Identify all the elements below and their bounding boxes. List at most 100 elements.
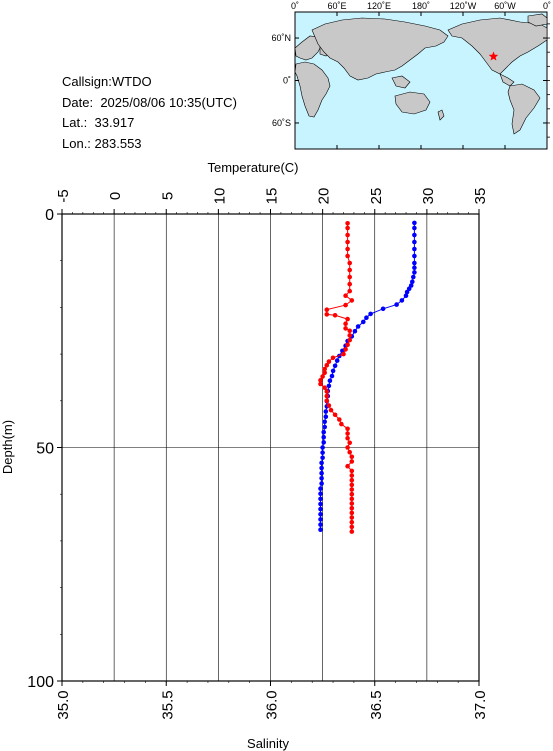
- salinity-tick-label: 37.0: [472, 690, 489, 719]
- depth-tick-label: 50: [36, 441, 54, 458]
- map-lon-label: 0˚: [291, 1, 299, 11]
- temperature-point: [319, 481, 324, 486]
- station-info: Callsign:WTDO Date: 2025/08/06 10:35(UTC…: [62, 72, 237, 154]
- salinity-point: [349, 491, 355, 497]
- salinity-tick-label: 35.5: [159, 690, 176, 719]
- salinity-point: [347, 267, 353, 273]
- callsign-label: Callsign:: [62, 74, 112, 89]
- salinity-point: [349, 501, 355, 506]
- temperature-point: [404, 289, 410, 295]
- temperature-point: [319, 476, 324, 481]
- map-lon-label: 60˚E: [327, 1, 346, 11]
- salinity-point: [324, 389, 330, 394]
- salinity-point: [343, 326, 348, 331]
- salinity-point: [322, 370, 328, 376]
- salinity-point: [337, 417, 342, 422]
- temperature-point: [410, 279, 415, 285]
- temperature-point: [318, 501, 323, 507]
- salinity-point: [345, 445, 350, 450]
- salinity-point: [343, 302, 348, 308]
- temperature-point: [364, 315, 369, 321]
- temperature-point: [412, 225, 417, 231]
- temperature-point: [320, 450, 325, 455]
- salinity-point: [349, 519, 355, 525]
- salinity-point: [324, 393, 330, 399]
- salinity-point: [349, 459, 355, 464]
- temperature-point: [412, 232, 417, 238]
- salinity-point: [326, 403, 332, 408]
- temperature-point: [337, 353, 342, 359]
- temperature-point: [334, 358, 340, 363]
- depth-axis: 0 50 100: [27, 207, 62, 691]
- plot-frame: [61, 213, 480, 682]
- salinity-point: [349, 477, 355, 483]
- temperature-line: [320, 222, 415, 530]
- temperature-point: [368, 311, 373, 317]
- temperature-point: [408, 283, 414, 288]
- temperature-point: [319, 465, 324, 471]
- salinity-series: [318, 221, 355, 534]
- salinity-point: [332, 412, 338, 418]
- salinity-point: [345, 431, 350, 436]
- temperature-point: [394, 302, 399, 307]
- salinity-point: [349, 515, 355, 520]
- temperature-point: [349, 334, 355, 339]
- salinity-point: [347, 440, 353, 446]
- lat-row: Lat.: 33.917: [62, 113, 237, 134]
- salinity-point: [324, 398, 330, 404]
- salinity-point: [318, 381, 323, 387]
- temperature-point: [406, 286, 412, 292]
- temperature-point: [320, 445, 325, 450]
- salinity-point: [332, 313, 338, 318]
- temperature-point: [321, 434, 327, 440]
- map-labels: 0˚ 60˚E 120˚E 180˚ 120˚W 60˚W 0˚ 60˚N 0˚ 60˚S: [271, 1, 551, 128]
- temperature-point: [326, 383, 332, 389]
- temperature-point: [412, 270, 417, 275]
- salinity-point: [347, 449, 353, 455]
- salinity-point: [341, 351, 346, 357]
- map-lon-label: 180˚: [412, 1, 430, 11]
- salinity-point: [345, 221, 350, 226]
- temperature-point: [412, 239, 417, 245]
- temperature-point: [325, 388, 331, 394]
- temperature-point: [355, 324, 361, 329]
- temperature-point: [319, 460, 324, 466]
- map-lon-label: 120˚E: [367, 1, 391, 11]
- salinity-tick-label: 35.0: [55, 690, 72, 719]
- temperature-point: [327, 378, 333, 384]
- salinity-axis: 35.0 35.5 36.0 36.5 37.0: [55, 681, 489, 720]
- temperature-point: [318, 527, 323, 532]
- temperature-point: [318, 512, 323, 517]
- salinity-point: [345, 342, 350, 348]
- plot-grid: [61, 213, 480, 682]
- salinity-point: [349, 510, 355, 516]
- salinity-point: [345, 232, 350, 238]
- salinity-point: [343, 293, 348, 299]
- station-star: [488, 51, 499, 61]
- salinity-point: [330, 355, 336, 361]
- map-lat-label: 60˚S: [272, 118, 291, 128]
- depth-tick-label: 100: [27, 674, 54, 691]
- salinity-point: [320, 374, 325, 379]
- temperature-point: [411, 274, 416, 280]
- salinity-point: [322, 366, 328, 372]
- map-lon-label: 60˚W: [494, 1, 516, 11]
- temperature-point: [318, 522, 323, 527]
- salinity-point: [345, 246, 350, 252]
- temperature-point: [343, 343, 348, 349]
- salinity-point: [349, 482, 355, 488]
- temperature-point: [412, 265, 417, 271]
- date-row: Date: 2025/08/06 10:35(UTC): [62, 93, 237, 114]
- temperature-series: [318, 220, 417, 532]
- temperature-point: [330, 368, 336, 374]
- salinity-point: [345, 225, 350, 231]
- salinity-point: [324, 363, 330, 368]
- temperature-point: [380, 306, 386, 312]
- salinity-point: [339, 421, 344, 427]
- date-label: Date:: [62, 94, 94, 110]
- map-land: [294, 13, 548, 135]
- salinity-point: [349, 454, 355, 460]
- salinity-point: [347, 281, 353, 287]
- temperature-point: [412, 260, 417, 266]
- lat-label: Lat.:: [62, 115, 88, 130]
